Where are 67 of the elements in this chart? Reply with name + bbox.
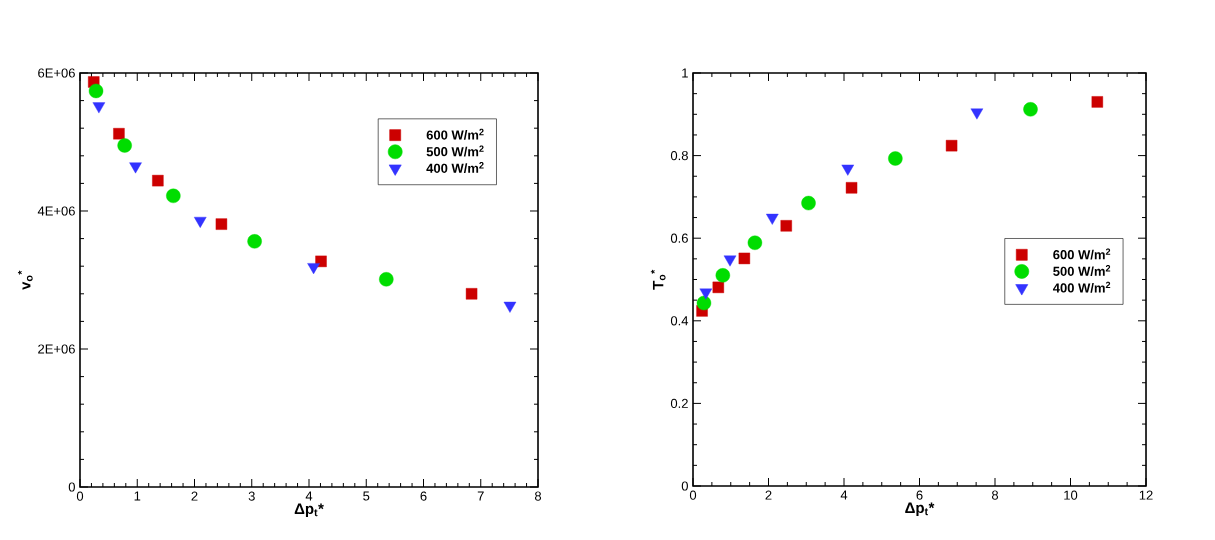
y-tick-label: 2E+06 [38, 344, 75, 354]
point [465, 288, 478, 300]
legend-label: 600 W/m$^{2}$ [426, 128, 484, 140]
y-tick-label: 0 [681, 481, 688, 491]
point [1023, 102, 1038, 117]
point [970, 108, 984, 120]
x-tick-label: 0 [689, 490, 697, 500]
y-tick-label: 4E+06 [37, 206, 75, 216]
point [1091, 96, 1104, 108]
legend-label: 400 W/m$^{2}$ [426, 162, 484, 174]
legend-label: 600 W/m$^{2}$ [1053, 248, 1111, 260]
y-tick-label: 0.8 [670, 150, 688, 161]
point [712, 281, 724, 294]
point [307, 263, 320, 275]
point [801, 195, 816, 211]
legend-label: 400 W/m$^{2}$ [1052, 281, 1111, 293]
x-tick-label: 8 [534, 491, 542, 501]
x-tick-label: 1 [134, 491, 141, 501]
x-tick-label: 6 [420, 491, 427, 501]
x-tick-label: 5 [363, 491, 370, 501]
x-tick-label: 12 [1139, 490, 1153, 500]
point [696, 295, 712, 311]
y-tick-label: 0.2 [670, 398, 688, 408]
y-tick-label: 1 [682, 68, 688, 78]
y-tick-label: 0 [68, 482, 75, 492]
y-axis-title: T$_{o}$* [650, 269, 666, 290]
point [766, 213, 779, 225]
legend-label: 500 W/m$^{2}$ [1053, 265, 1111, 277]
x-axis-title: Δp$_{t}$* [294, 503, 324, 518]
x-tick-label: 10 [1064, 490, 1078, 500]
point [723, 255, 737, 267]
point [945, 139, 958, 152]
point [747, 235, 763, 250]
point [152, 174, 164, 187]
point [117, 138, 132, 153]
point [215, 218, 228, 230]
point [247, 234, 262, 249]
x-tick-label: 2 [765, 490, 772, 500]
x-tick-label: 8 [991, 490, 999, 500]
point [715, 268, 731, 283]
x-tick-label: 7 [477, 491, 484, 501]
x-tick-label: 6 [916, 490, 923, 500]
y-tick-label: 6E+06 [38, 68, 75, 78]
x-tick-label: 3 [248, 491, 255, 501]
point [166, 188, 181, 204]
y-tick-label: 0.4 [670, 316, 689, 326]
point [193, 216, 207, 228]
point [379, 272, 394, 287]
point [699, 288, 713, 300]
y-axis-title: v$_{o}$* [17, 270, 33, 290]
x-tick-label: 4 [305, 491, 313, 501]
point [88, 83, 104, 99]
x-axis-title: Δp$_{t}$* [905, 502, 935, 517]
point [845, 182, 858, 194]
point [113, 128, 125, 140]
x-tick-label: 0 [76, 491, 84, 501]
point [129, 162, 142, 174]
point [503, 301, 517, 313]
point [92, 102, 106, 114]
point [888, 151, 903, 166]
x-tick-label: 2 [191, 491, 198, 501]
point [841, 164, 855, 176]
point [780, 220, 792, 232]
point [738, 252, 751, 265]
legend-label: 500 W/m$^{2}$ [426, 145, 484, 157]
x-tick-label: 4 [840, 490, 848, 500]
y-tick-label: 0.6 [670, 233, 688, 243]
